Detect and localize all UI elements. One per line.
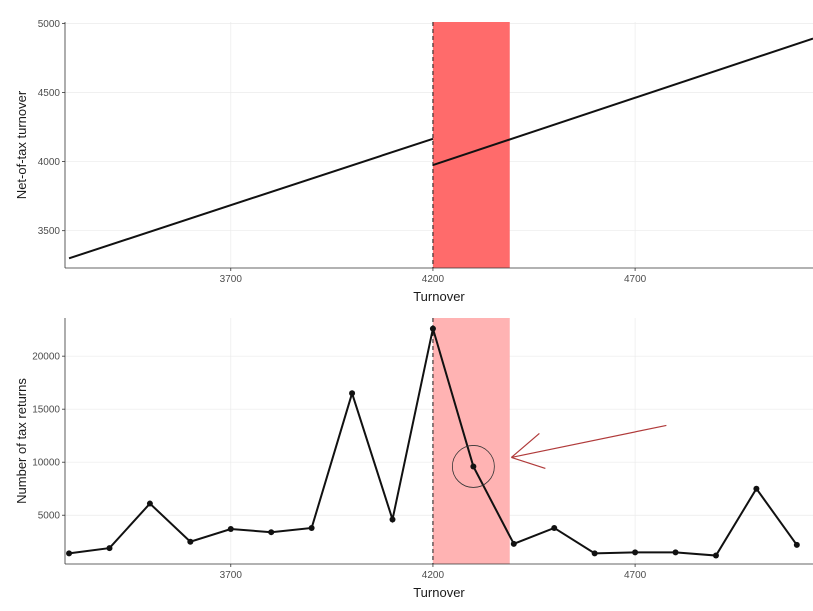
x-tick-label: 3700	[220, 274, 243, 285]
data-point	[672, 549, 679, 556]
annotation-arrow-head	[510, 432, 540, 458]
x-tick-label: 4700	[624, 274, 647, 285]
annotation-arrow-shaft	[511, 424, 667, 459]
data-point	[632, 549, 639, 556]
data-point	[389, 516, 396, 523]
y-tick-label: 3500	[38, 226, 61, 237]
data-point	[793, 541, 800, 548]
x-tick-label: 4200	[422, 570, 445, 581]
data-point	[227, 526, 234, 533]
data-point	[187, 538, 194, 545]
data-point	[470, 463, 477, 470]
series-line	[68, 137, 434, 260]
data-point	[66, 550, 73, 557]
data-point	[146, 500, 153, 507]
series-line	[432, 37, 813, 166]
data-point	[429, 325, 436, 332]
data-point	[106, 545, 113, 552]
y-tick-label: 5000	[38, 19, 61, 30]
y-tick-label: 5000	[38, 511, 61, 522]
y-tick-label: 10000	[32, 458, 60, 469]
data-point	[551, 524, 558, 531]
annotation-arrow-head	[511, 456, 546, 470]
highlight-circle	[451, 445, 495, 488]
top-panel: 3500 4000 4500 5000 3700 4200 4700 Turnover Net-…	[14, 19, 813, 304]
data-point	[510, 540, 517, 547]
y-tick-label: 4500	[38, 88, 61, 99]
y-tick-label: 15000	[32, 405, 60, 416]
x-tick-label: 4200	[422, 274, 445, 285]
data-point	[712, 552, 719, 559]
y-axis-title: Number of tax returns	[14, 378, 29, 504]
data-point	[591, 550, 598, 557]
x-axis-title: Turnover	[413, 289, 465, 304]
bottom-panel: 5000 10000 15000 20000 3700 4200 4700 Turnover N…	[14, 318, 813, 600]
y-tick-label: 20000	[32, 352, 60, 363]
x-tick-label: 4700	[624, 570, 647, 581]
data-point	[308, 524, 315, 531]
x-axis-title: Turnover	[413, 585, 465, 600]
y-tick-label: 4000	[38, 157, 61, 168]
shaded-region	[432, 318, 510, 564]
x-tick-label: 3700	[220, 570, 243, 581]
shaded-region	[432, 22, 510, 268]
y-axis-title: Net-of-tax turnover	[14, 90, 29, 199]
data-point	[268, 529, 275, 536]
data-point	[753, 485, 760, 492]
data-point	[349, 390, 356, 397]
